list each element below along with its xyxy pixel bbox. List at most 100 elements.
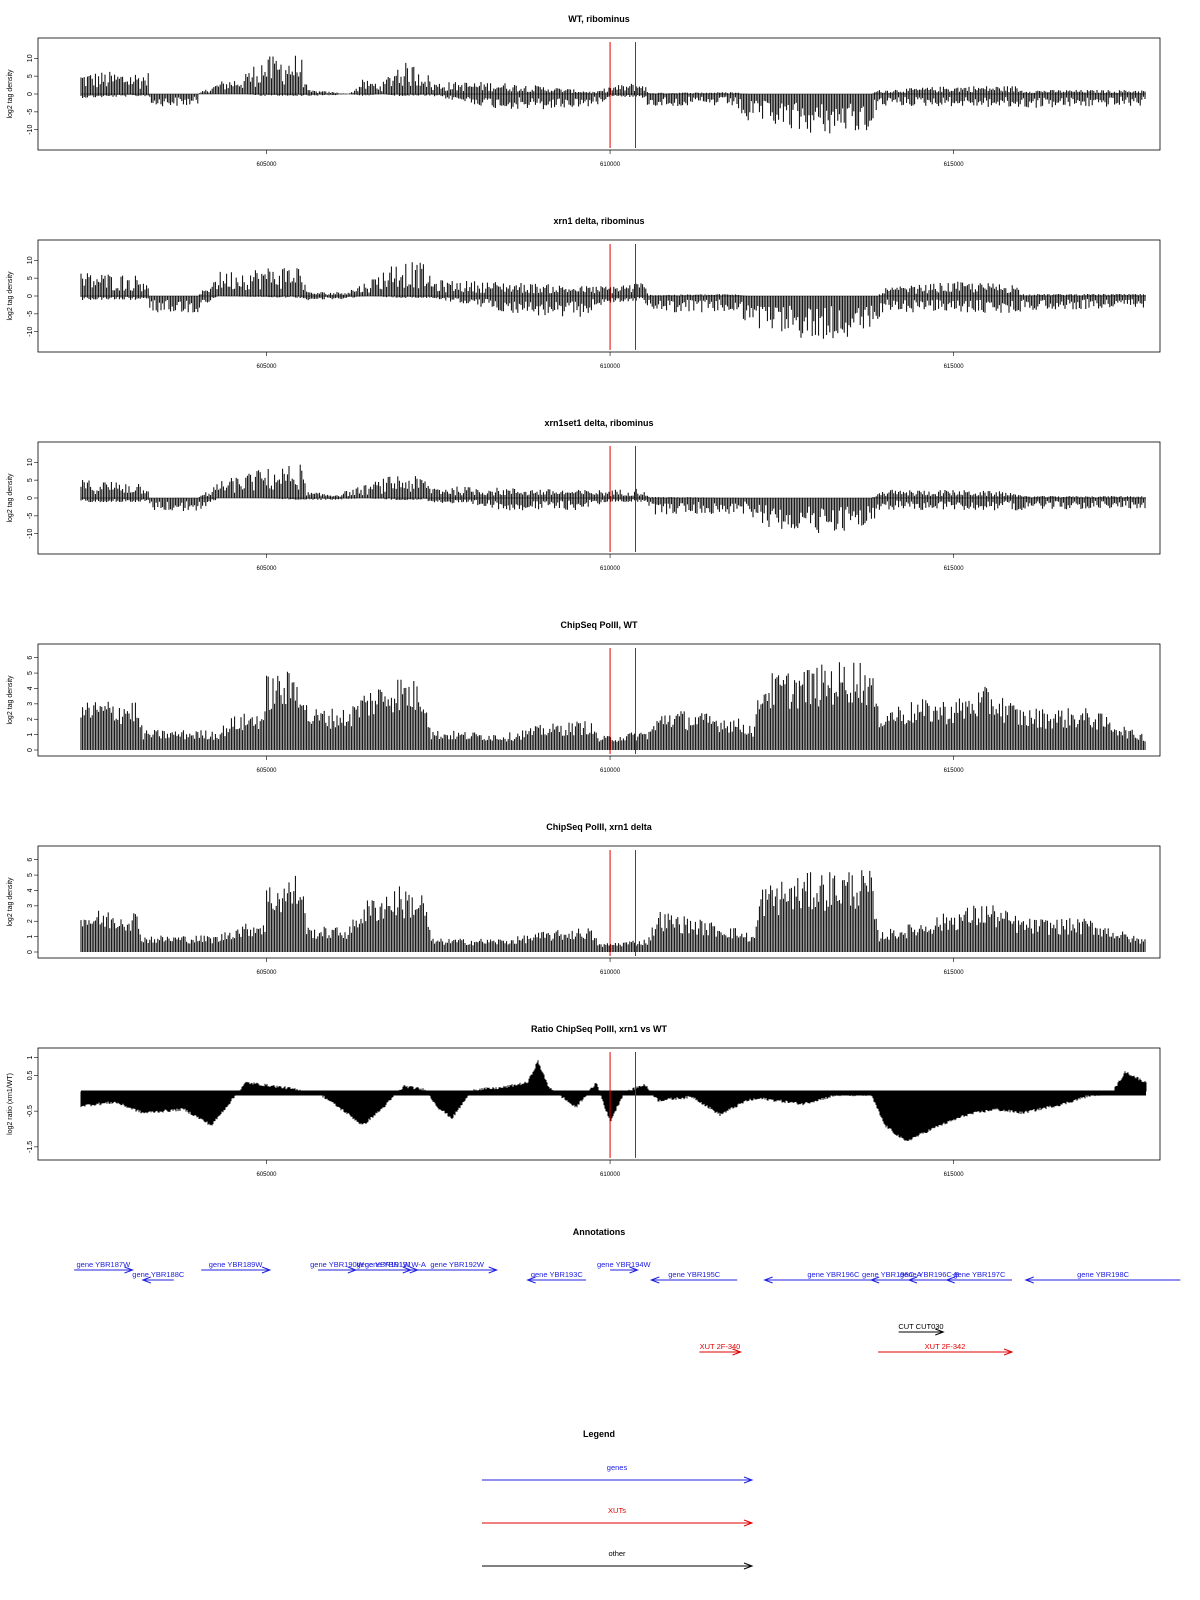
y-tick-label: 0.5 [27,1070,34,1080]
y-tick-label: 10 [27,54,34,62]
x-tick-label: 605000 [257,162,278,168]
y-axis-label: log2 tag density [7,877,14,927]
y-axis-label: log2 ratio (xrn1/WT) [7,1073,14,1135]
y-tick-label: 6 [27,656,34,660]
annotation-xut: XUT 2F-340 [699,1342,743,1356]
legend: Legend genes XUTs other [482,1429,754,1570]
y-tick-label: -10 [27,529,34,539]
panel-title: Ratio ChipSeq PolII, xrn1 vs WT [531,1024,668,1034]
y-axis-label: log2 tag density [7,473,14,523]
y-tick-label: -5 [27,513,34,519]
annotation-gene: gene YBR193C [526,1270,587,1284]
annotation-gene: gene YBR187W [74,1260,134,1274]
panel-title: ChipSeq PolII, xrn1 delta [546,822,653,832]
x-tick-label: 615000 [944,970,965,976]
annotation-label: gene YBR192W [430,1260,485,1269]
y-tick-label: 4 [27,686,34,690]
legend-item-xut: XUTs [482,1506,754,1527]
annotation-gene: gene YBR198C [1024,1270,1181,1284]
plot-frame [37,1047,1161,1161]
y-tick-label: -0.5 [27,1105,34,1117]
x-tick-label: 610000 [600,566,621,572]
annotation-gene: gene YBR197C [945,1270,1013,1284]
annotation-arrow-head [732,1348,743,1356]
y-tick-label: 6 [27,858,34,862]
x-tick-label: 615000 [944,1172,965,1178]
y-tick-label: 2 [27,717,34,721]
y-tick-label: 3 [27,904,34,908]
annotation-arrow-head [907,1276,918,1284]
panel-title: ChipSeq PolII, WT [561,620,638,630]
panel-title: xrn1 delta, ribominus [553,216,644,226]
track-panel-1: WT, ribominus -10 -5 0 5 10 log2 tag density 60… [7,14,1161,168]
y-axis-label: log2 tag density [7,271,14,321]
y-tick-label: 5 [27,671,34,675]
annotation-arrow-head [649,1276,660,1284]
y-tick-label: -5 [27,311,34,317]
y-tick-label: 1 [27,935,34,939]
annotation-label: gene YBR196C-B [900,1270,959,1279]
annotation-arrow-head [763,1276,773,1284]
annotation-label: gene YBR191W-A [365,1260,426,1269]
x-tick-label: 605000 [257,768,278,774]
annotation-arrow-head [141,1276,152,1284]
legend-arrow-head [743,1562,754,1570]
y-tick-label: 10 [27,256,34,264]
y-axis-label: log2 tag density [7,69,14,119]
y-tick-label: 5 [27,74,34,78]
annotation-gene: gene YBR196C-B [900,1270,959,1284]
x-tick-label: 615000 [944,566,965,572]
x-tick-label: 605000 [257,566,278,572]
y-tick-label: 0 [27,496,34,500]
signal-bars [80,464,1146,533]
annotation-label: gene YBR193C [531,1270,584,1279]
annotation-gene: gene YBR192W [417,1260,499,1274]
x-tick-label: 615000 [944,364,965,370]
signal-bars [80,662,1146,750]
annotation-label: gene YBR198C [1077,1270,1130,1279]
y-tick-label: 5 [27,276,34,280]
annotation-xut: XUT 2F-342 [878,1342,1014,1356]
track-panel-6: Ratio ChipSeq PolII, xrn1 vs WT -1.5 -0.5 0… [7,1024,1161,1178]
annotation-arrow-head [1003,1348,1014,1356]
annotation-arrow-head [526,1276,536,1284]
annotation-arrow-head [261,1266,272,1274]
x-tick-label: 610000 [600,1172,621,1178]
y-tick-label: 5 [27,478,34,482]
panel-title: WT, ribominus [568,14,630,24]
y-tick-label: 0 [27,92,34,96]
legend-label: XUTs [608,1506,626,1515]
plot-frame [37,845,1161,959]
annotation-arrow-head [1024,1276,1034,1284]
track-panel-2: xrn1 delta, ribominus -10 -5 0 5 10 log2 tag d… [7,216,1161,370]
annotation-label: gene YBR194W [597,1260,652,1269]
signal-bars [80,55,1146,134]
annotation-label: gene YBR190W [310,1260,365,1269]
track-panel-4: ChipSeq PolII, WT 0 1 2 3 4 5 6 log2 tag density… [7,620,1161,774]
annotation-arrow-head [488,1266,499,1274]
x-tick-label: 605000 [257,364,278,370]
annotation-arrow-head [869,1276,880,1284]
annotation-arrow-head [629,1266,639,1274]
x-tick-label: 610000 [600,970,621,976]
annotation-label: CUT CUT030 [898,1322,943,1331]
annotation-label: gene YBR187W [77,1260,132,1269]
signal-bars [80,870,1146,952]
x-tick-label: 615000 [944,768,965,774]
x-tick-label: 610000 [600,162,621,168]
y-tick-label: 0 [27,294,34,298]
y-tick-label: -10 [27,125,34,135]
annotation-gene: gene YBR189W [201,1260,272,1274]
annotation-label: XUT 2F-342 [925,1342,966,1351]
legend-arrow-head [743,1476,754,1484]
y-tick-label: 0 [27,748,34,752]
y-tick-label: 5 [27,873,34,877]
y-tick-label: -5 [27,109,34,115]
annotation-arrow-head [945,1276,955,1284]
y-tick-label: 2 [27,919,34,923]
y-axis-label: log2 tag density [7,675,14,725]
annotation-label: gene YBR197C [953,1270,1006,1279]
y-tick-label: -1.5 [27,1141,34,1153]
y-tick-label: 1 [27,733,34,737]
